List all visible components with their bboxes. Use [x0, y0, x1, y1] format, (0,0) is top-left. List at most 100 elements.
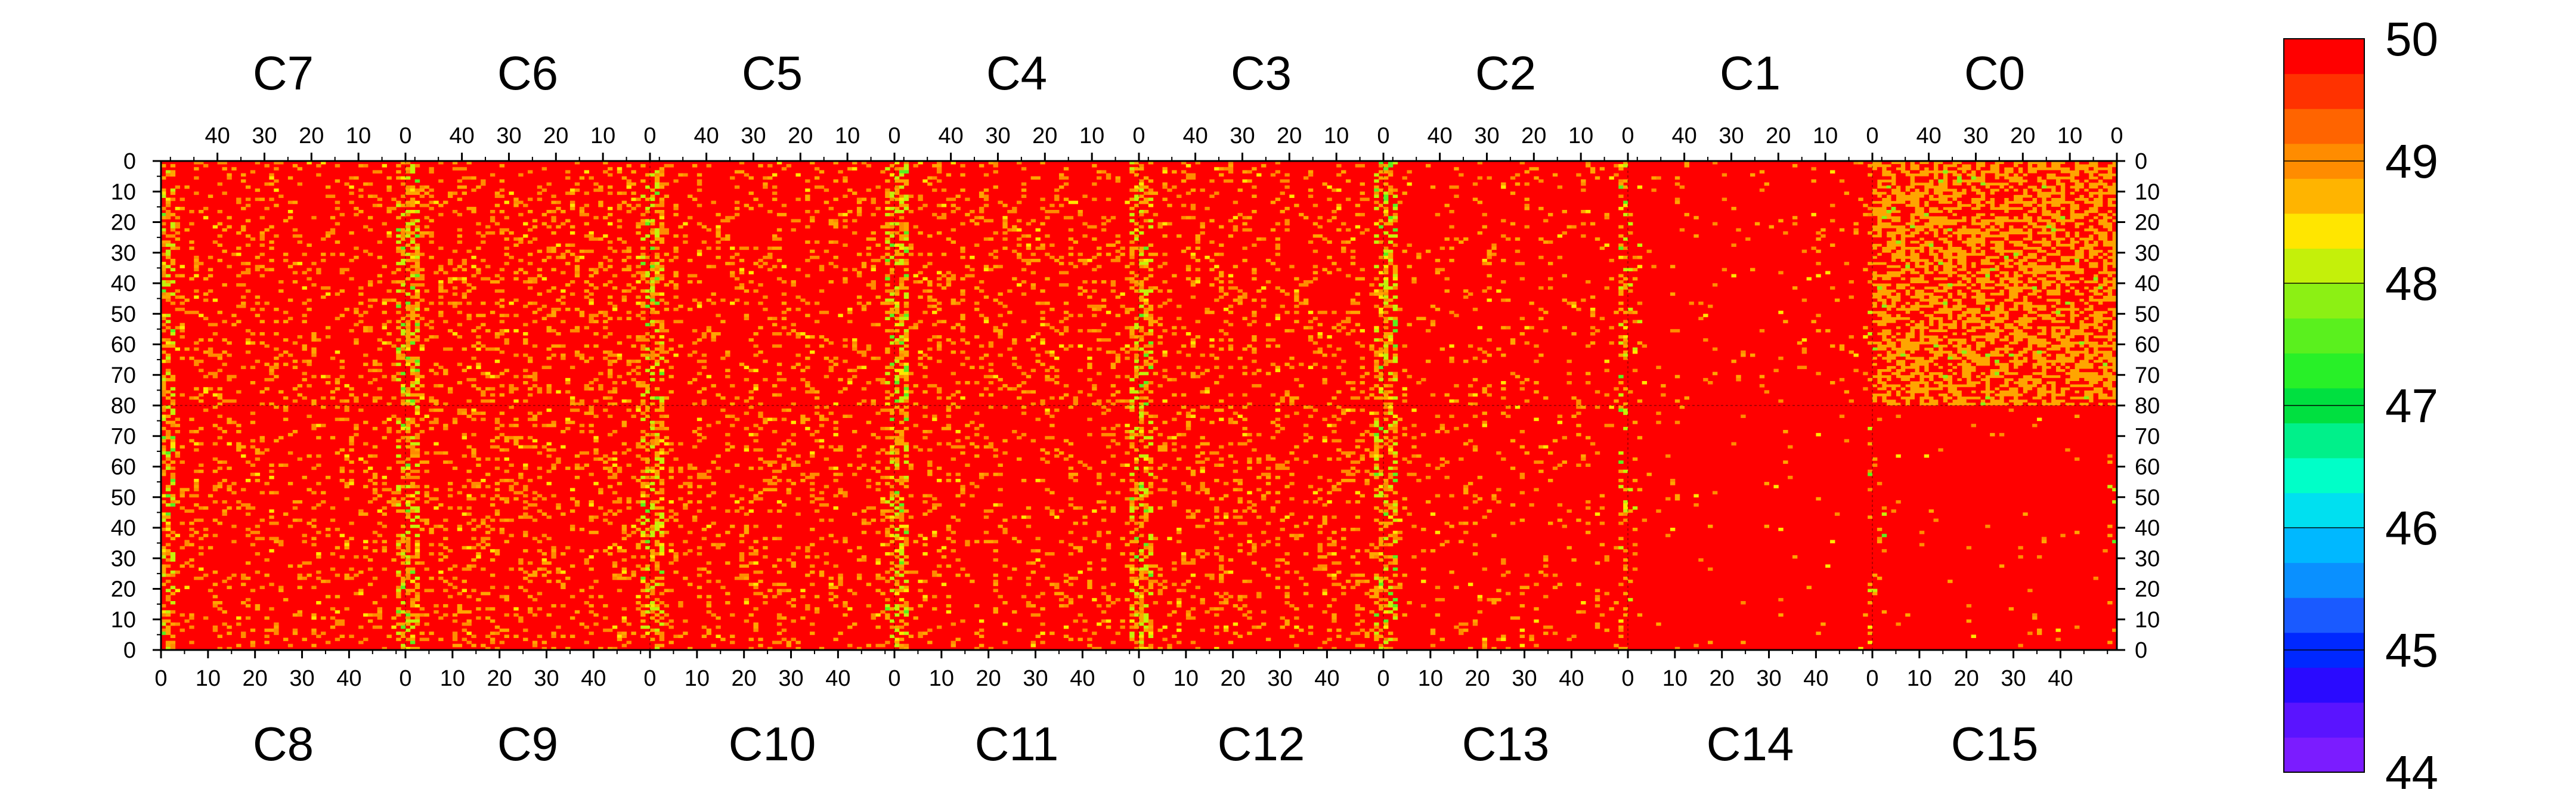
heatmap-cell: [396, 595, 401, 599]
heatmap-cell: [391, 344, 397, 348]
heatmap-cell: [838, 491, 843, 495]
heatmap-cell: [199, 506, 204, 510]
heatmap-cell: [170, 634, 176, 638]
heatmap-cell: [626, 500, 631, 504]
heatmap-cell: [382, 540, 387, 544]
heatmap-cell: [494, 552, 500, 556]
heatmap-cell: [696, 439, 702, 442]
heatmap-cell: [894, 374, 900, 379]
heatmap-cell: [316, 338, 321, 342]
heatmap-cell: [466, 640, 472, 645]
heatmap-cell: [203, 298, 209, 302]
heatmap-cell: [688, 485, 693, 488]
heatmap-cell: [424, 231, 429, 235]
heatmap-cell: [1129, 329, 1135, 333]
heatmap-cell: [970, 210, 975, 213]
heatmap-cell: [673, 558, 679, 562]
heatmap-cell: [767, 268, 773, 271]
heatmap-cell: [744, 426, 750, 431]
heatmap-cell: [396, 540, 401, 544]
heatmap-cell: [640, 469, 646, 473]
heatmap-cell: [504, 518, 509, 522]
heatmap-cell: [950, 402, 956, 406]
heatmap-cell: [259, 265, 265, 268]
heatmap-cell: [405, 390, 411, 394]
heatmap-cell: [781, 637, 787, 642]
heatmap-cell: [561, 344, 566, 348]
heatmap-cell: [1125, 277, 1130, 281]
heatmap-cell: [584, 561, 589, 565]
heatmap-cell: [316, 482, 321, 485]
heatmap-cell: [485, 537, 491, 540]
heatmap-cell: [410, 626, 416, 629]
heatmap-cell: [344, 482, 349, 485]
heatmap-cell: [1058, 203, 1064, 208]
heatmap-cell: [763, 555, 768, 559]
heatmap-cell: [654, 597, 660, 602]
heatmap-cell: [490, 173, 496, 177]
heatmap-cell: [664, 622, 670, 626]
heatmap-cell: [805, 240, 810, 244]
heatmap-cell: [861, 463, 867, 467]
heatmap-cell: [1129, 255, 1135, 259]
heatmap-cell: [1021, 182, 1027, 186]
heatmap-cell: [654, 500, 660, 504]
heatmap-cell: [767, 317, 773, 320]
heatmap-cell: [278, 289, 284, 293]
heatmap-cell: [903, 277, 909, 281]
heatmap-cell: [814, 430, 820, 434]
heatmap-cell: [645, 347, 651, 351]
heatmap-cell: [885, 206, 890, 210]
heatmap-cell: [457, 381, 463, 385]
heatmap-cell: [696, 182, 702, 186]
heatmap-cell: [405, 399, 411, 403]
heatmap-cell: [650, 335, 655, 339]
heatmap-cell: [636, 360, 641, 363]
heatmap-cell: [509, 423, 514, 428]
heatmap-cell: [650, 433, 655, 436]
heatmap-cell: [316, 164, 321, 168]
heatmap-cell: [222, 610, 227, 614]
heatmap-cell: [429, 577, 434, 580]
heatmap-cell: [903, 387, 909, 391]
heatmap-cell: [523, 338, 528, 342]
heatmap-cell: [405, 475, 411, 479]
heatmap-cell: [330, 616, 336, 620]
heatmap-cell: [189, 543, 194, 547]
heatmap-cell: [612, 475, 618, 479]
heatmap-cell: [852, 341, 857, 345]
heatmap-cell: [936, 360, 942, 363]
heatmap-cell: [175, 622, 181, 626]
heatmap-cell: [810, 475, 815, 479]
heatmap-cell: [175, 206, 181, 210]
heatmap-cell: [716, 543, 721, 547]
heatmap-cell: [979, 393, 984, 397]
heatmap-cell: [1063, 311, 1069, 314]
heatmap-cell: [165, 283, 171, 287]
heatmap-cell: [890, 271, 895, 275]
heatmap-cell: [490, 497, 496, 501]
heatmap-cell: [1026, 338, 1032, 342]
heatmap-cell: [843, 277, 848, 281]
heatmap-cell: [899, 408, 905, 412]
heatmap-cell: [255, 197, 261, 202]
heatmap-cell: [532, 277, 538, 281]
heatmap-cell: [589, 314, 594, 317]
heatmap-cell: [255, 531, 261, 534]
heatmap-cell: [339, 252, 345, 256]
heatmap-cell: [636, 543, 641, 547]
heatmap-cell: [354, 255, 359, 259]
heatmap-cell: [758, 164, 763, 168]
heatmap-cell: [744, 445, 750, 449]
heatmap-cell: [367, 228, 373, 232]
heatmap-cell: [621, 399, 627, 403]
heatmap-cell: [767, 509, 773, 513]
heatmap-cell: [561, 210, 566, 213]
heatmap-cell: [551, 631, 556, 635]
heatmap-cell: [199, 399, 204, 403]
heatmap-cell: [716, 616, 721, 620]
heatmap-cell: [640, 179, 646, 183]
heatmap-cell: [405, 463, 411, 467]
heatmap-cell: [499, 304, 505, 308]
heatmap-cell: [405, 344, 411, 348]
